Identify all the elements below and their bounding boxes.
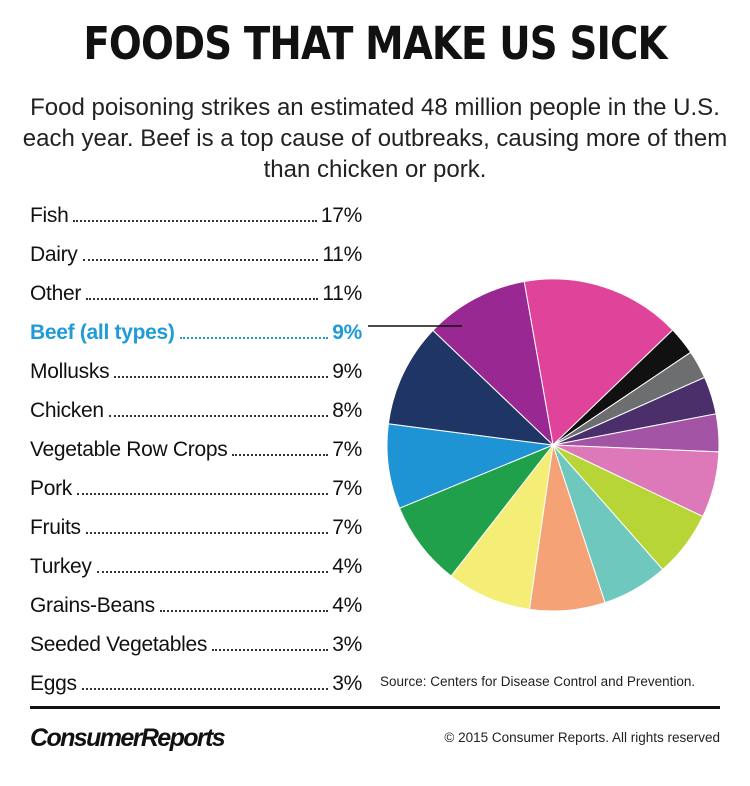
legend-row: Dairy 11%	[30, 235, 362, 267]
legend-value: 7%	[332, 516, 362, 539]
legend-value: 3%	[332, 672, 362, 695]
copyright-notice: © 2015 Consumer Reports. All rights rese…	[444, 730, 720, 745]
legend-value: 11%	[322, 243, 362, 266]
consumer-reports-logo: ConsumerReports	[30, 724, 226, 752]
leader-dots	[114, 376, 329, 378]
leader-dots	[73, 220, 317, 222]
legend-row: Turkey 4%	[30, 547, 362, 579]
legend-row: Chicken 8%	[30, 391, 362, 423]
leader-dots	[179, 337, 329, 339]
pie-slice	[450, 443, 554, 610]
legend-label: Pork	[30, 477, 72, 500]
leader-dots	[232, 454, 329, 456]
legend-value: 4%	[332, 555, 362, 578]
pie-slice	[432, 280, 554, 447]
legend-value: 11%	[322, 282, 362, 305]
leader-dots	[159, 610, 329, 612]
legend-row: Grains-Beans 4%	[30, 586, 362, 618]
legend-row: Fish 17%	[30, 196, 362, 228]
legend-row: Beef (all types) 9%	[30, 313, 362, 345]
leader-dots	[76, 493, 329, 495]
legend-value: 3%	[332, 633, 362, 656]
leader-dots	[86, 298, 319, 300]
pie-slice	[387, 329, 555, 446]
legend-label: Chicken	[30, 399, 104, 422]
legend-value: 9%	[332, 321, 362, 344]
source-note: Source: Centers for Disease Control and …	[380, 674, 696, 689]
legend-row: Seeded Vegetables 3%	[30, 625, 362, 657]
legend-row: Eggs 3%	[30, 664, 362, 696]
leader-dots	[81, 688, 329, 690]
pie-slice	[386, 423, 555, 509]
pie-slice	[398, 443, 555, 577]
legend-row: Vegetable Row Crops 7%	[30, 430, 362, 462]
chart-title: FOODS THAT MAKE US SICK	[83, 17, 667, 70]
legend-label: Eggs	[30, 672, 77, 695]
legend-label: Vegetable Row Crops	[30, 438, 228, 461]
leader-dots	[108, 415, 329, 417]
legend-value: 8%	[332, 399, 362, 422]
legend-label: Turkey	[30, 555, 92, 578]
legend-row: Other 11%	[30, 274, 362, 306]
leader-dots	[212, 649, 329, 651]
legend-label: Mollusks	[30, 360, 110, 383]
legend-value: 4%	[332, 594, 362, 617]
pie-slice	[523, 278, 674, 447]
leader-dots	[82, 259, 319, 261]
legend-value: 9%	[332, 360, 362, 383]
legend-label: Seeded Vegetables	[30, 633, 208, 656]
legend-value: 7%	[332, 438, 362, 461]
legend-row: Pork 7%	[30, 469, 362, 501]
legend-row: Mollusks 9%	[30, 352, 362, 384]
legend-label: Fish	[30, 204, 69, 227]
legend-value: 7%	[332, 477, 362, 500]
leader-dots	[96, 571, 329, 573]
legend-label: Other	[30, 282, 82, 305]
legend-label: Beef (all types)	[30, 321, 175, 344]
legend-value: 17%	[320, 204, 362, 227]
legend-label: Dairy	[30, 243, 78, 266]
legend-row: Fruits 7%	[30, 508, 362, 540]
divider-rule	[30, 706, 720, 709]
legend-label: Fruits	[30, 516, 81, 539]
chart-subtitle: Food poisoning strikes an estimated 48 m…	[22, 94, 728, 183]
legend-label: Grains-Beans	[30, 594, 155, 617]
leader-dots	[85, 532, 329, 534]
pie-slices	[386, 278, 720, 612]
